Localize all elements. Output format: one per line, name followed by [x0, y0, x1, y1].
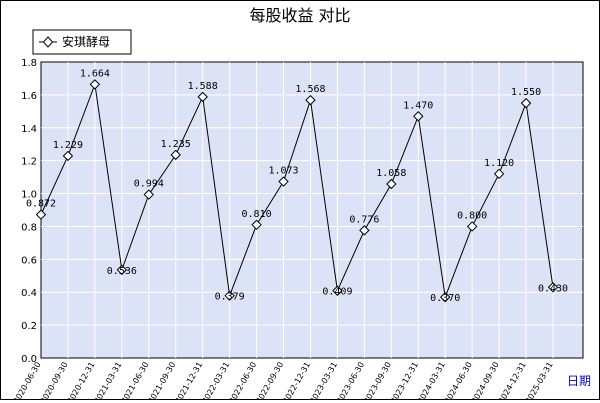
x-tick-label: 2021-03-31: [93, 361, 124, 400]
data-label: 0.409: [322, 287, 352, 298]
data-point-marker: [197, 91, 208, 103]
data-label: 0.776: [349, 214, 379, 225]
y-tick-label: 1.4: [21, 124, 37, 135]
data-label: 1.470: [403, 100, 433, 111]
data-point-marker: [305, 94, 316, 106]
x-tick-label: 2020-06-30: [12, 361, 43, 400]
series-line: [40, 84, 554, 300]
legend: 安琪酵母: [32, 29, 132, 55]
x-tick-label: 2023-12-31: [389, 361, 420, 400]
data-point-marker: [116, 264, 128, 276]
y-tick-label: 1.0: [21, 190, 37, 201]
x-tick-label: 2021-06-30: [119, 361, 150, 400]
data-point-marker: [493, 168, 505, 180]
x-axis-ticks: 2020-06-302020-09-302020-12-312021-03-31…: [12, 360, 555, 403]
x-tick-label: 2024-12-31: [497, 361, 528, 400]
y-tick-label: 1.8: [21, 58, 37, 69]
legend-series-label: 安琪酵母: [62, 34, 110, 49]
data-point-marker: [251, 219, 262, 231]
x-tick-label: 2022-09-30: [254, 361, 285, 400]
legend-diamond-marker: [42, 36, 54, 48]
x-tick-label: 2022-06-30: [227, 361, 258, 400]
x-tick-label: 2024-03-31: [416, 361, 447, 400]
data-label: 0.370: [430, 293, 460, 304]
data-label: 0.872: [26, 199, 56, 210]
series-layer: [35, 79, 559, 303]
x-tick-label: 2020-09-30: [39, 361, 70, 400]
x-tick-label: 2025-03-31: [524, 361, 555, 400]
data-label: 1.229: [53, 140, 83, 151]
data-point-marker: [547, 282, 559, 293]
x-tick-label: 2022-03-31: [200, 361, 231, 400]
data-point-marker: [386, 178, 397, 190]
data-point-marker: [170, 149, 181, 161]
data-point-marker: [278, 176, 289, 187]
data-label: 1.588: [188, 81, 218, 92]
y-tick-label: 1.6: [21, 91, 37, 102]
y-axis-ticks: 0.0 0.2 0.4 0.6 0.8 1.0 1.2 1.4 1.6 1.8: [21, 58, 37, 365]
data-label: 1.073: [268, 166, 298, 177]
data-label: 0.810: [242, 209, 272, 220]
x-tick-label: 2022-12-31: [281, 361, 312, 400]
data-point-marker: [35, 209, 47, 220]
data-label: 1.058: [376, 168, 406, 179]
data-label: 1.235: [161, 139, 191, 150]
y-tick-label: 1.2: [21, 157, 37, 168]
data-point-marker: [224, 290, 235, 301]
y-tick-label: 0.8: [21, 222, 37, 233]
y-tick-label: 0.4: [21, 288, 37, 299]
data-point-marker: [466, 221, 478, 232]
data-point-marker: [413, 111, 424, 122]
data-label: 1.120: [484, 158, 514, 169]
data-label: 0.536: [107, 266, 137, 277]
data-point-marker: [62, 150, 74, 162]
x-tick-label: 2020-12-31: [66, 361, 97, 400]
x-tick-label: 2024-06-30: [443, 361, 474, 400]
x-tick-label: 2021-12-31: [173, 361, 204, 400]
data-label: 0.379: [215, 292, 245, 303]
data-label: 1.664: [80, 68, 110, 79]
y-tick-label: 0.6: [21, 255, 37, 266]
x-tick-label: 2023-03-31: [308, 361, 339, 400]
data-point-marker: [332, 285, 343, 296]
data-point-marker: [520, 97, 532, 109]
data-labels: 0.872 1.229 1.664 0.536 0.994 1.235 1.588 0.379…: [26, 68, 568, 304]
x-tick-label: 2021-09-30: [146, 361, 177, 400]
x-axis-label: 日期: [567, 374, 591, 388]
data-point-marker: [440, 291, 451, 303]
chart-title: 每股收益 对比: [249, 6, 350, 25]
y-tick-label: 0.0: [21, 354, 37, 365]
data-label: 0.800: [457, 210, 487, 221]
data-label: 1.568: [295, 84, 325, 95]
data-point-marker: [143, 189, 154, 200]
data-point-marker: [359, 225, 370, 236]
grid-lines: [41, 62, 583, 358]
data-label: 0.994: [134, 179, 164, 190]
data-label: 1.550: [511, 87, 541, 98]
x-tick-label: 2023-06-30: [335, 361, 366, 400]
y-tick-label: 0.2: [21, 321, 37, 332]
x-tick-label: 2024-09-30: [470, 360, 501, 399]
data-point-marker: [89, 79, 101, 90]
x-tick-label: 2023-09-30: [362, 361, 393, 400]
data-label: 0.430: [538, 283, 568, 294]
